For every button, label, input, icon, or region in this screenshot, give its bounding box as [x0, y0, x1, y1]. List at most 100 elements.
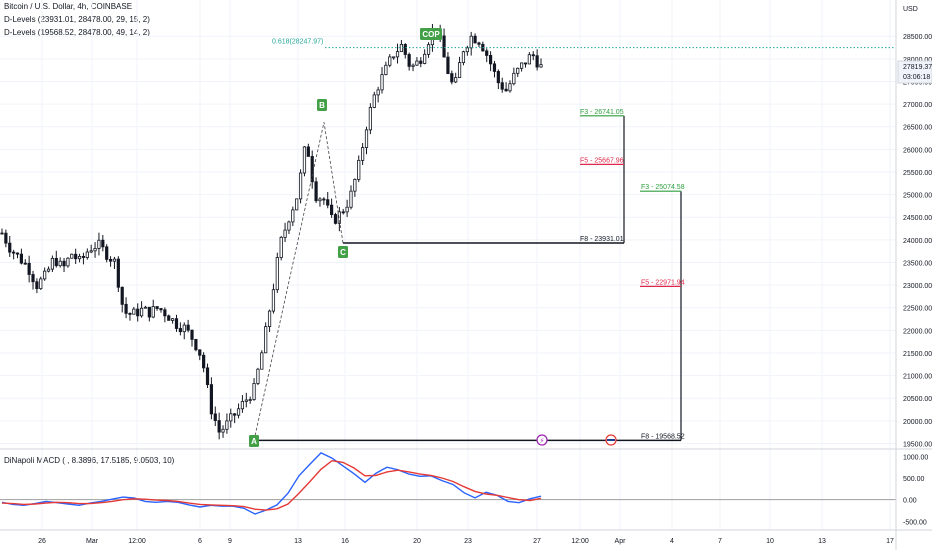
candle-body [147, 306, 151, 318]
candle-body [240, 401, 245, 410]
candle-body [0, 232, 4, 235]
point-a-marker: A [249, 435, 259, 447]
candle-body [27, 262, 31, 275]
candle-body [12, 251, 16, 254]
time-tick-label: 16 [341, 538, 349, 545]
level2-label: F3 - 25074.58 [641, 184, 685, 191]
candle-body [163, 309, 167, 317]
candle-body [388, 56, 392, 66]
candle-body [527, 54, 531, 65]
candle-body [492, 63, 497, 72]
point-b-marker-text: B [319, 101, 325, 110]
d-levels-indicator-2[interactable]: D-Levels (19568.52, 28478.00, 49, 14, 2) [4, 28, 150, 37]
event-bolt-icon [536, 434, 548, 446]
candle-body [310, 156, 314, 183]
point-b-marker-box [317, 99, 327, 111]
price-tick-label: 24500.00 [903, 215, 932, 222]
candle-body [116, 258, 120, 288]
candle-body [248, 399, 252, 401]
level1-label: F8 - 23931.01 [580, 236, 624, 243]
time-tick-label: 26 [38, 538, 46, 545]
candle-body [205, 367, 210, 385]
candle-body [295, 198, 299, 211]
macd-pane [0, 452, 896, 515]
d-levels-indicator-1[interactable]: D-Levels (23931.01, 28478.00, 29, 15, 2) [4, 15, 150, 24]
candle-body [395, 51, 400, 58]
price-tick-label: 22500.00 [903, 306, 932, 313]
candle-body [198, 349, 202, 356]
candle-body [85, 251, 89, 258]
candle-body [19, 253, 23, 264]
price-tick-label: 25000.00 [903, 193, 932, 200]
candle-body [477, 42, 481, 45]
candle-body [411, 64, 415, 67]
candle-body [419, 60, 423, 64]
time-tick-label: 7 [718, 538, 722, 545]
point-b-marker: B [317, 99, 327, 111]
candle-body [446, 56, 450, 75]
candle-body [182, 324, 186, 333]
price-tick-label: 19500.00 [903, 441, 932, 448]
candle-body [190, 329, 194, 340]
fib-0618-label: 0.618(28247.97) [272, 39, 323, 46]
candle-body [46, 268, 51, 272]
candle-body [264, 326, 268, 354]
candle-body [39, 278, 43, 290]
time-tick-label: 10 [766, 538, 774, 545]
current-price-box [897, 60, 932, 84]
candle-body [23, 262, 27, 265]
candle-body [512, 72, 516, 85]
time-tick-label: 9 [228, 538, 232, 545]
candle-body [341, 211, 345, 214]
candle-body [217, 420, 221, 433]
candle-body [442, 35, 446, 58]
candle-body [454, 77, 458, 83]
time-tick-label: 20 [413, 538, 421, 545]
candle-body [357, 159, 361, 180]
candle-body [330, 204, 334, 215]
time-tick-label: 12:00 [571, 538, 589, 545]
price-tick-label: 28000.00 [903, 57, 932, 64]
candle-body [233, 413, 237, 416]
candle-body [244, 399, 248, 402]
candle-body [349, 190, 353, 208]
candle-body [120, 286, 124, 305]
current-price-label: 27819.37 [903, 64, 932, 71]
candle-body [523, 62, 528, 65]
candle-body [283, 229, 287, 238]
candle-body [105, 246, 109, 260]
candle-body [322, 198, 326, 201]
candle-body [368, 107, 372, 131]
time-tick-label: 17 [886, 538, 894, 545]
candle-body [333, 214, 338, 224]
candle-body [380, 74, 384, 91]
cop-marker-box [420, 28, 442, 40]
candle-body [171, 318, 175, 321]
candle-body [35, 281, 39, 290]
candle-body [225, 420, 229, 430]
candle-body [159, 308, 163, 311]
candle-body [469, 35, 473, 49]
candle-body [167, 315, 171, 321]
candle-body [326, 199, 330, 206]
price-tick-label: 20000.00 [903, 419, 932, 426]
cop-marker-text: COP [422, 30, 440, 39]
point-a-marker-box [249, 435, 259, 447]
candle-body [407, 54, 411, 67]
candle-body [229, 413, 233, 422]
candle-body [392, 56, 396, 59]
candle-body [209, 384, 213, 415]
event-bolt-glyph: ⚡ [540, 437, 545, 445]
candle-body [496, 71, 500, 84]
candle-body [66, 257, 70, 267]
candle-body [50, 257, 55, 270]
cop-marker: COP [420, 28, 442, 40]
overlays: 0.618(28247.97) F3 - 26741.05 F5 - 25667.9… [249, 28, 896, 447]
candle-body [267, 310, 272, 327]
price-tick-label: 21000.00 [903, 374, 932, 381]
candle-body [151, 306, 155, 318]
macd-indicator-label[interactable]: DiNapoli MACD ( , 8.3896, 17.5185, 9.050… [4, 456, 175, 465]
candle-body [260, 352, 264, 370]
